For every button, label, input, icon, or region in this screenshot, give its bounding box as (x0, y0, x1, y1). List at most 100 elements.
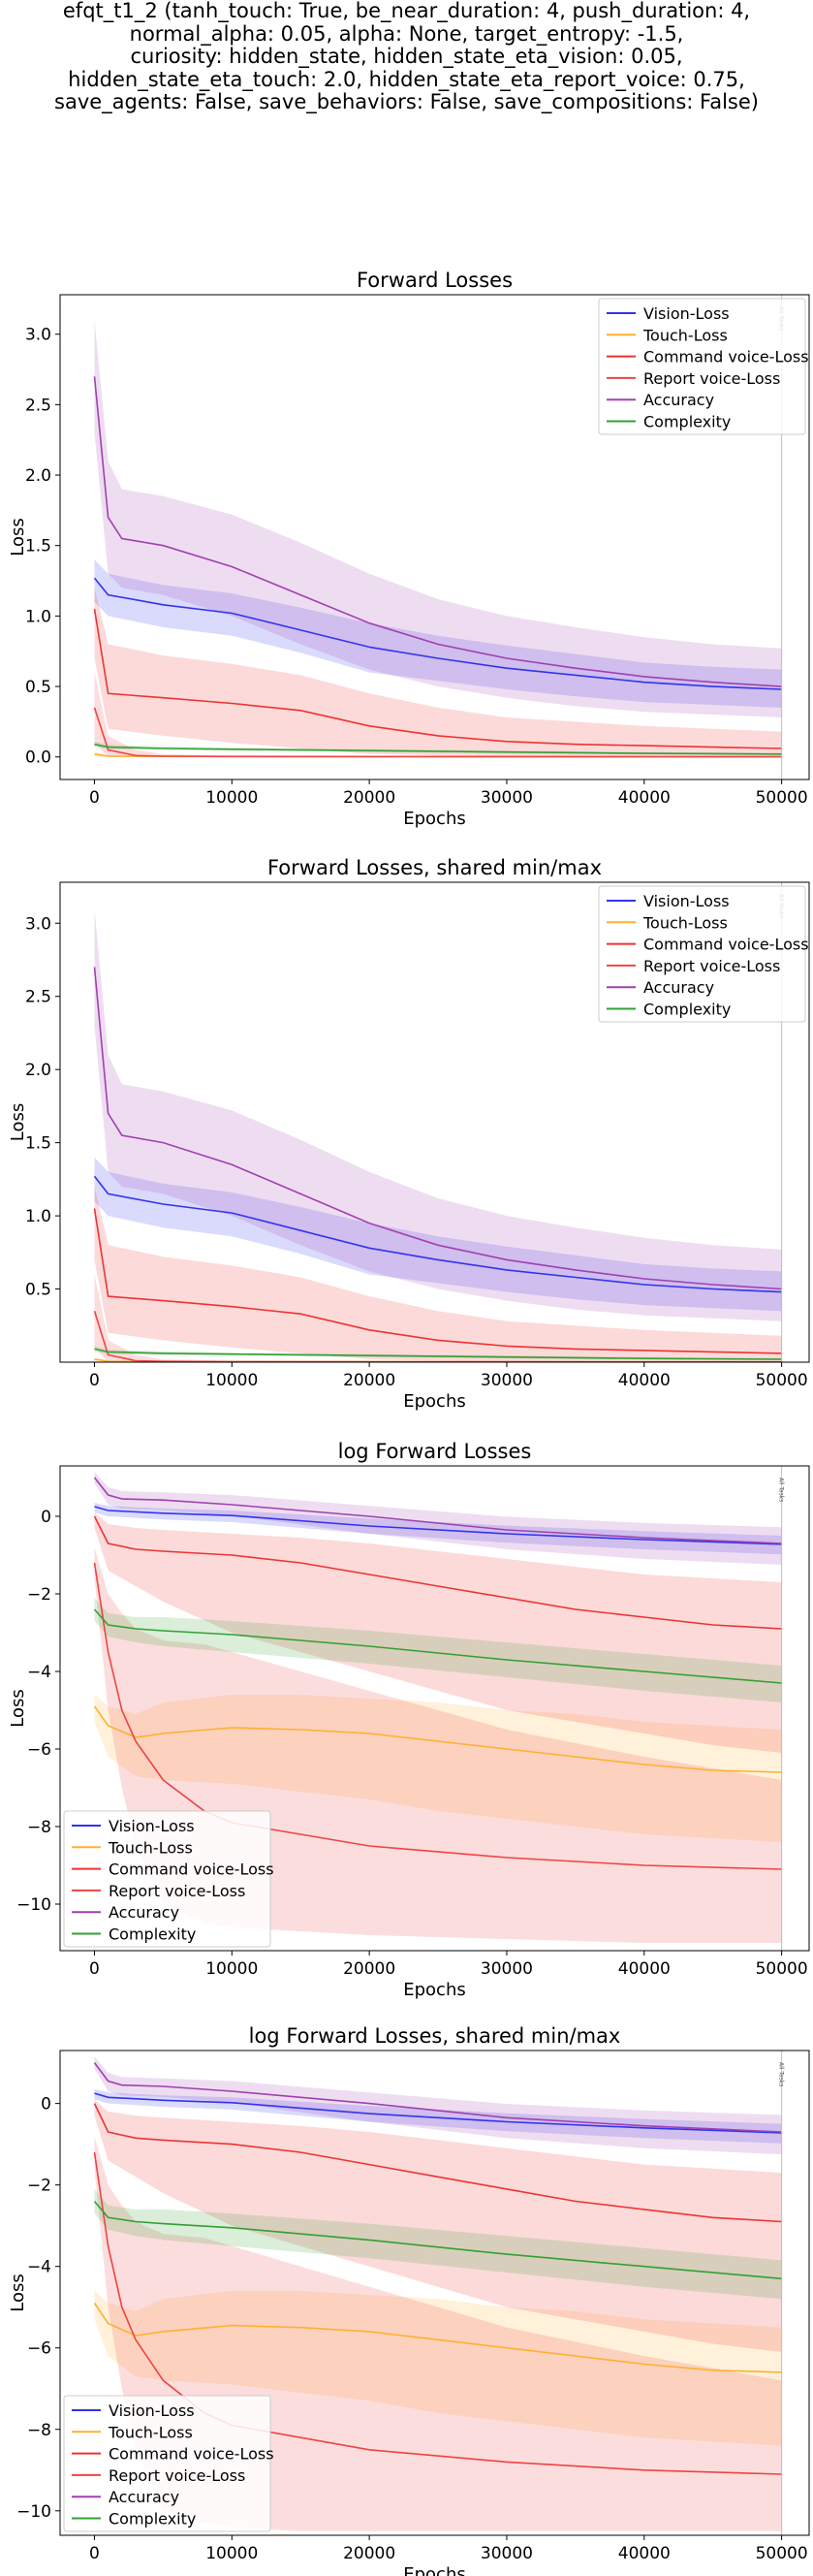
series-band-vision (94, 1503, 782, 1555)
legend: Vision-Loss Touch-Loss Command voice-Loss R… (63, 2395, 274, 2532)
x-tick-label: 0 (89, 788, 100, 808)
series-band-vision (94, 2088, 782, 2144)
chart-title: log Forward Losses (338, 1440, 532, 1463)
x-tick-label: 20000 (343, 1959, 395, 1979)
series-line-complexity (94, 743, 782, 755)
legend-label: Report voice-Loss (109, 1882, 245, 1900)
legend: Vision-Loss Touch-Loss Command voice-Loss R… (63, 1810, 274, 1948)
series-line-complexity (93, 1608, 782, 1684)
x-tick-label: 20000 (343, 788, 395, 808)
x-tick-label: 10000 (205, 788, 258, 808)
x-tick-label: 0 (89, 1959, 100, 1979)
legend-label: Complexity (643, 413, 731, 431)
y-tick-label: −10 (16, 1895, 51, 1915)
x-tick-label: 50000 (756, 788, 808, 808)
series-band-complexity (94, 1346, 782, 1360)
chart-panel: log Forward Losses All Tasks 0 10000 20000 30… (8, 1440, 810, 2000)
legend-box (598, 885, 806, 1023)
y-tick-label: 2.5 (25, 396, 51, 415)
legend-label: Accuracy (643, 391, 714, 409)
y-tick-label: 0.5 (25, 678, 51, 697)
y-tick-label: 2.5 (25, 988, 51, 1007)
legend-label: Report voice-Loss (109, 2466, 245, 2485)
legend-label: Command voice-Loss (109, 1860, 274, 1879)
chart-title: log Forward Losses, shared min/max (249, 2024, 621, 2048)
figure-title-line: curiosity: hidden_state, hidden_state_et… (130, 45, 683, 68)
y-tick-label: 0 (41, 1508, 51, 1527)
legend-label: Touch-Loss (108, 2423, 193, 2441)
series-line-report (93, 707, 782, 758)
y-tick-label: 1.0 (25, 1207, 51, 1226)
chart-title: Forward Losses, shared min/max (267, 856, 602, 879)
y-tick-label: 1.0 (25, 607, 51, 626)
x-tick-label: 30000 (481, 788, 533, 808)
plot-frame (59, 294, 810, 780)
plot-frame (59, 881, 810, 1363)
x-tick-label: 0 (89, 1371, 100, 1390)
y-tick-label: −4 (27, 2258, 51, 2277)
y-tick-label: 0 (41, 2095, 51, 2115)
x-tick-label: 10000 (205, 1959, 258, 1979)
y-tick-label: −8 (27, 1818, 51, 1837)
y-tick-label: −10 (16, 2502, 51, 2522)
y-tick-label: −2 (27, 2177, 51, 2196)
y-tick-label: 2.0 (25, 1061, 51, 1080)
series-band-complexity (94, 741, 782, 755)
legend-label: Touch-Loss (108, 1838, 193, 1857)
task-divider-label: All Tasks (778, 2062, 785, 2086)
y-tick-label: 3.0 (25, 914, 51, 934)
series-line-vision (94, 1506, 782, 1545)
x-tick-label: 40000 (618, 788, 671, 808)
legend-label: Complexity (109, 1925, 196, 1944)
y-tick-label: −6 (27, 2339, 51, 2359)
legend-label: Vision-Loss (643, 304, 730, 323)
x-tick-label: 20000 (343, 1371, 395, 1390)
y-tick-label: −8 (27, 2421, 51, 2440)
series-band-vision (94, 1157, 782, 1312)
series-band-accuracy (94, 1472, 782, 1565)
series-band-command (94, 2099, 782, 2352)
series-line-complexity (93, 2200, 782, 2280)
x-tick-label: 50000 (756, 1371, 808, 1390)
chart-panel: log Forward Losses, shared min/max All Ta… (8, 2024, 810, 2576)
x-tick-label: 50000 (756, 2544, 808, 2563)
legend-label: Vision-Loss (109, 2401, 195, 2420)
x-tick-label: 0 (89, 2544, 100, 2563)
plot-area (93, 320, 782, 758)
series-line-touch (93, 2303, 782, 2373)
series-band-touch (94, 1695, 782, 1842)
x-tick-label: 30000 (481, 1371, 533, 1390)
legend-label: Touch-Loss (642, 326, 728, 344)
legend-box (63, 2395, 271, 2532)
x-tick-label: 30000 (481, 1959, 533, 1979)
x-tick-label: 40000 (618, 2544, 671, 2563)
series-line-touch (93, 1705, 782, 1773)
x-tick-label: 40000 (618, 1959, 671, 1979)
x-tick-label: 20000 (343, 2544, 395, 2563)
plot-frame (59, 1465, 810, 1952)
series-band-accuracy (94, 320, 782, 717)
series-band-command (94, 588, 782, 757)
y-tick-label: 1.5 (25, 1134, 51, 1154)
y-tick-label: −2 (27, 1585, 51, 1605)
series-line-accuracy (93, 376, 782, 687)
y-tick-label: 1.5 (25, 537, 51, 557)
x-axis-label: Epochs (403, 809, 466, 829)
x-tick-label: 10000 (205, 1371, 258, 1390)
legend-label: Report voice-Loss (643, 369, 780, 388)
legend: Vision-Loss Touch-Loss Command voice-Loss R… (598, 298, 809, 435)
legend-label: Command voice-Loss (109, 2445, 274, 2464)
series-line-accuracy (93, 1477, 782, 1544)
y-tick-label: −6 (27, 1740, 51, 1760)
y-axis-label: Loss (8, 2274, 28, 2311)
series-line-complexity (94, 1348, 782, 1360)
figure-title-line: normal_alpha: 0.05, alpha: None, target_… (129, 21, 684, 46)
plot-frame (59, 2050, 810, 2536)
legend-label: Vision-Loss (643, 892, 730, 910)
series-band-accuracy (94, 908, 782, 1321)
series-line-vision (94, 2092, 782, 2134)
legend-label: Accuracy (643, 978, 714, 997)
legend-box (63, 1810, 271, 1948)
